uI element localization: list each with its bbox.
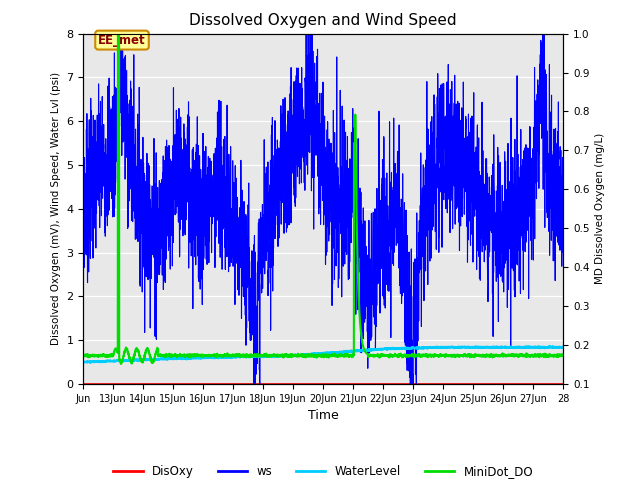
Title: Dissolved Oxygen and Wind Speed: Dissolved Oxygen and Wind Speed [189, 13, 457, 28]
X-axis label: Time: Time [308, 409, 339, 422]
Y-axis label: MD Dissolved Oxygen (mg/L): MD Dissolved Oxygen (mg/L) [595, 133, 605, 285]
Y-axis label: Dissolved Oxygen (mV), Wind Speed, Water Lvl (psi): Dissolved Oxygen (mV), Wind Speed, Water… [51, 72, 61, 346]
Text: EE_met: EE_met [98, 34, 146, 47]
Legend: DisOxy, ws, WaterLevel, MiniDot_DO: DisOxy, ws, WaterLevel, MiniDot_DO [108, 461, 538, 480]
